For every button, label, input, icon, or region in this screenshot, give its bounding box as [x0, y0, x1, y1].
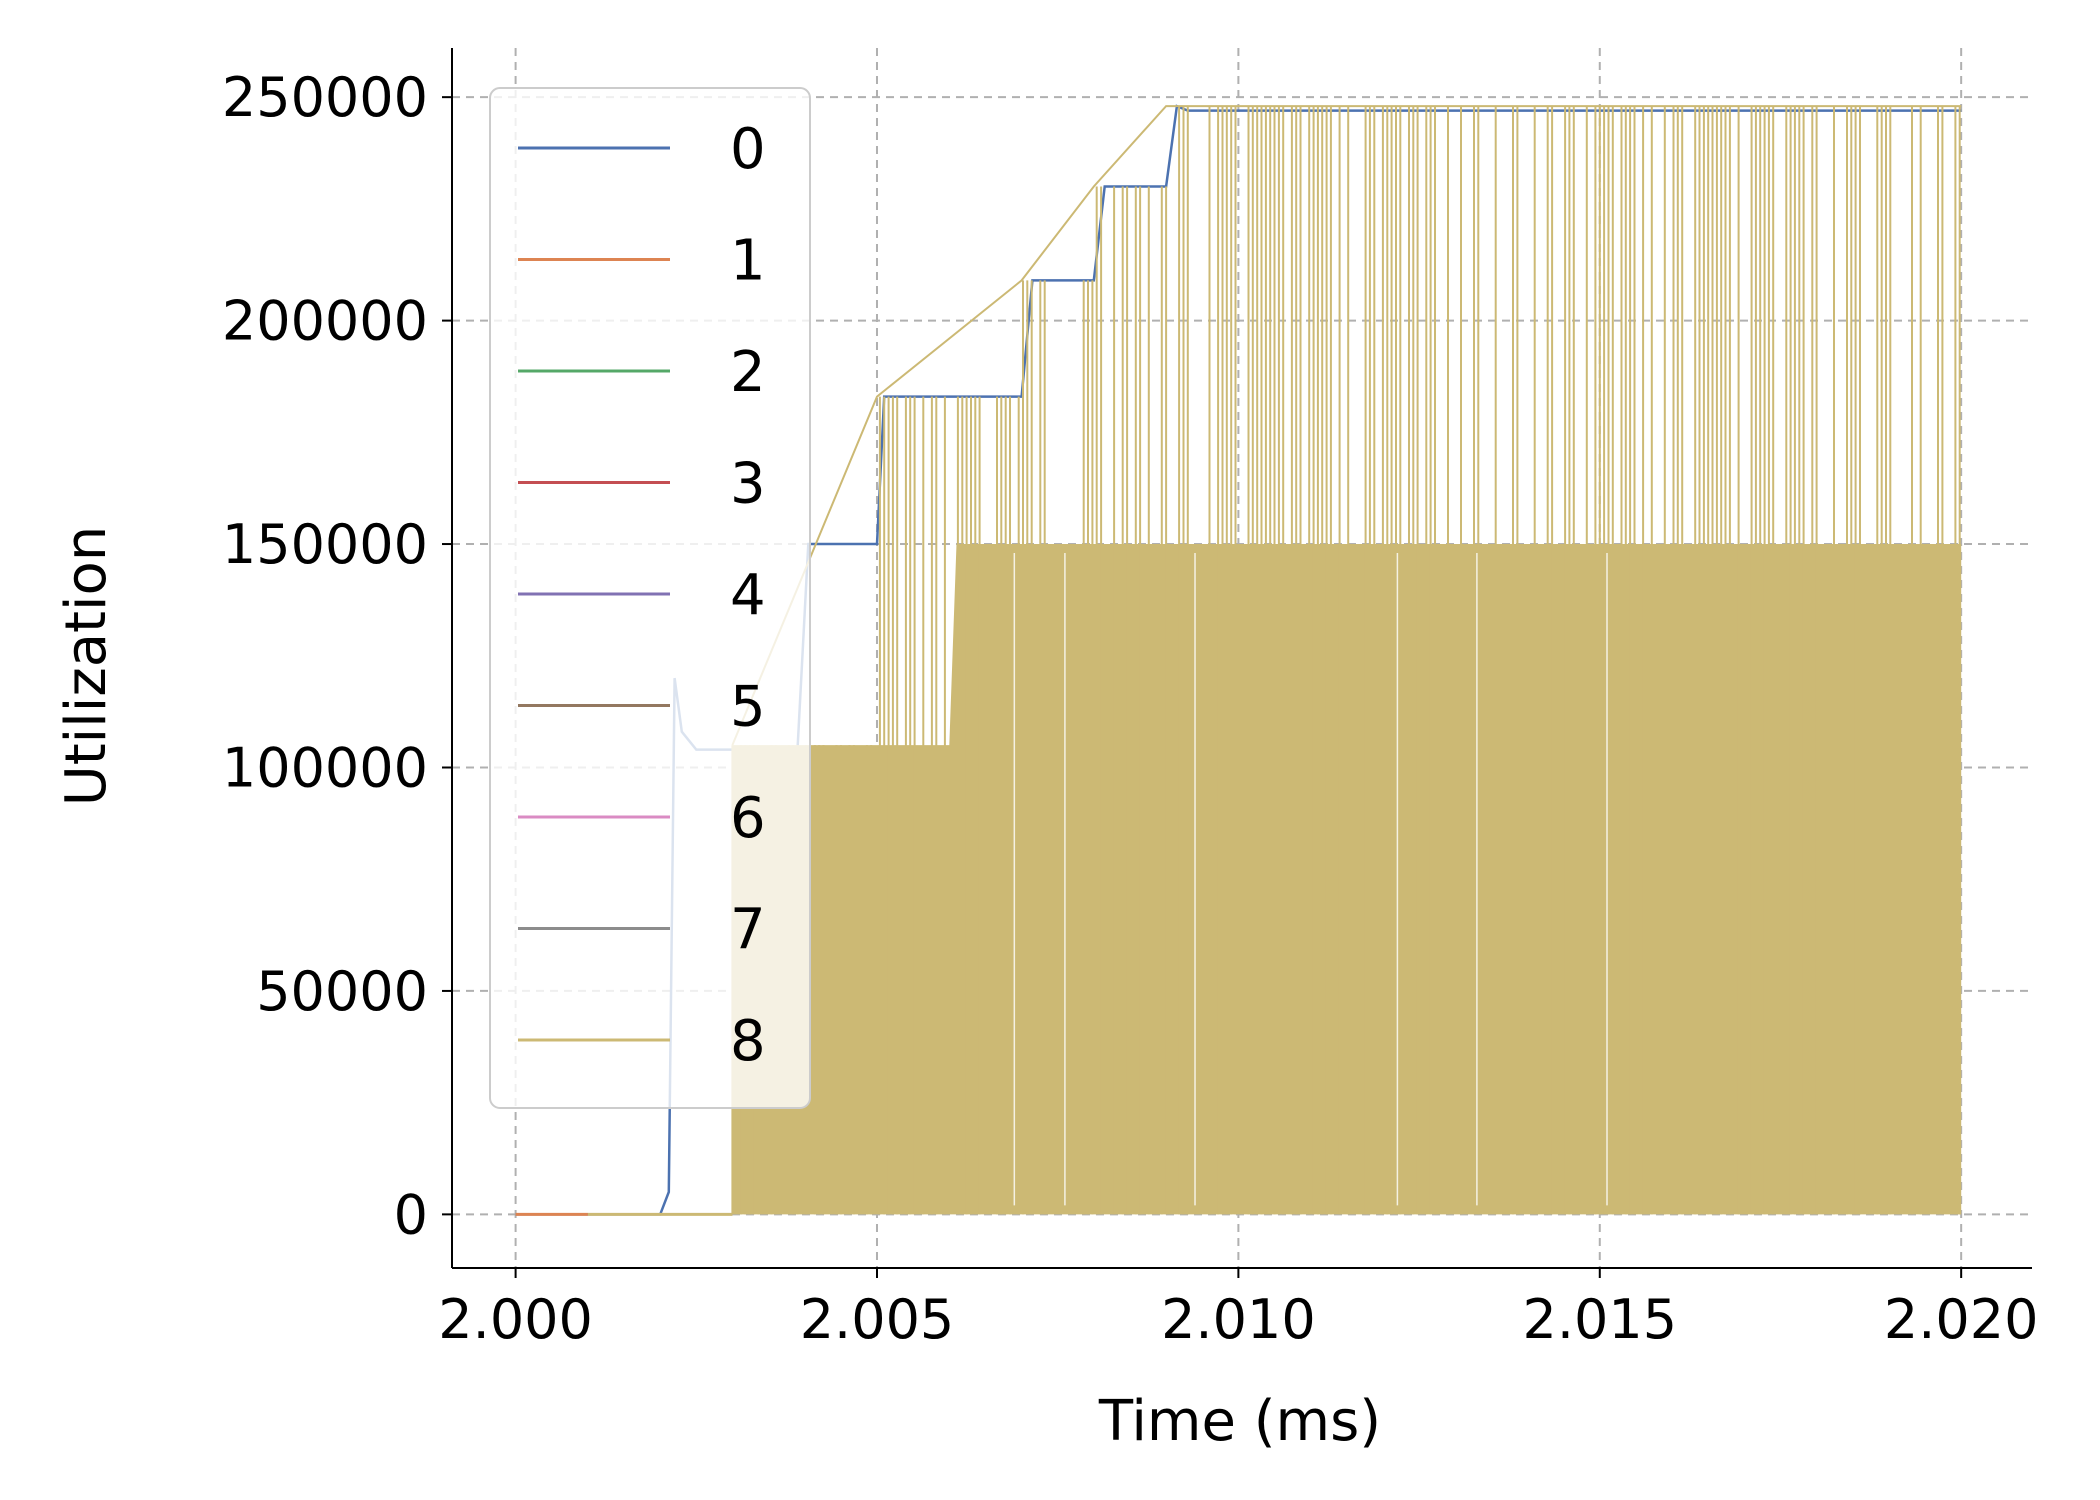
- y-tick-label: 200000: [222, 290, 428, 353]
- legend-label-5: 5: [730, 675, 766, 740]
- y-ticks: 0 50000 100000 150000 200000 250000: [222, 66, 452, 1246]
- y-tick-label: 250000: [222, 66, 428, 129]
- legend-label-7: 7: [730, 898, 766, 963]
- legend-label-8: 8: [730, 1009, 766, 1074]
- legend-label-2: 2: [730, 340, 766, 405]
- legend-label-3: 3: [730, 452, 766, 517]
- series-8-envelope: [731, 105, 1962, 746]
- legend-label-4: 4: [730, 563, 766, 628]
- legend-label-0: 0: [730, 117, 766, 182]
- x-tick-label: 2.015: [1522, 1288, 1677, 1351]
- y-axis-label: Utilization: [54, 526, 119, 807]
- y-tick-label: 100000: [222, 736, 428, 799]
- y-tick-label: 0: [394, 1183, 428, 1246]
- y-tick-label: 50000: [256, 960, 428, 1023]
- series-layer: [515, 104, 1962, 1216]
- legend: 0 1 2 3 4 5 6 7 8: [489, 87, 811, 1109]
- legend-label-1: 1: [730, 229, 766, 294]
- x-tick-label: 2.000: [438, 1288, 593, 1351]
- legend-box: [489, 87, 811, 1109]
- x-ticks: 2.000 2.005 2.010 2.015 2.020: [438, 1268, 2038, 1351]
- series-8-dense-band: [732, 544, 1962, 1215]
- axes: [451, 48, 2032, 1269]
- x-axis-label: Time (ms): [1098, 1389, 1381, 1454]
- x-tick-label: 2.005: [800, 1288, 955, 1351]
- x-tick-label: 2.020: [1884, 1288, 2039, 1351]
- x-tick-label: 2.010: [1161, 1288, 1316, 1351]
- legend-label-6: 6: [730, 786, 766, 851]
- y-tick-label: 150000: [222, 513, 428, 576]
